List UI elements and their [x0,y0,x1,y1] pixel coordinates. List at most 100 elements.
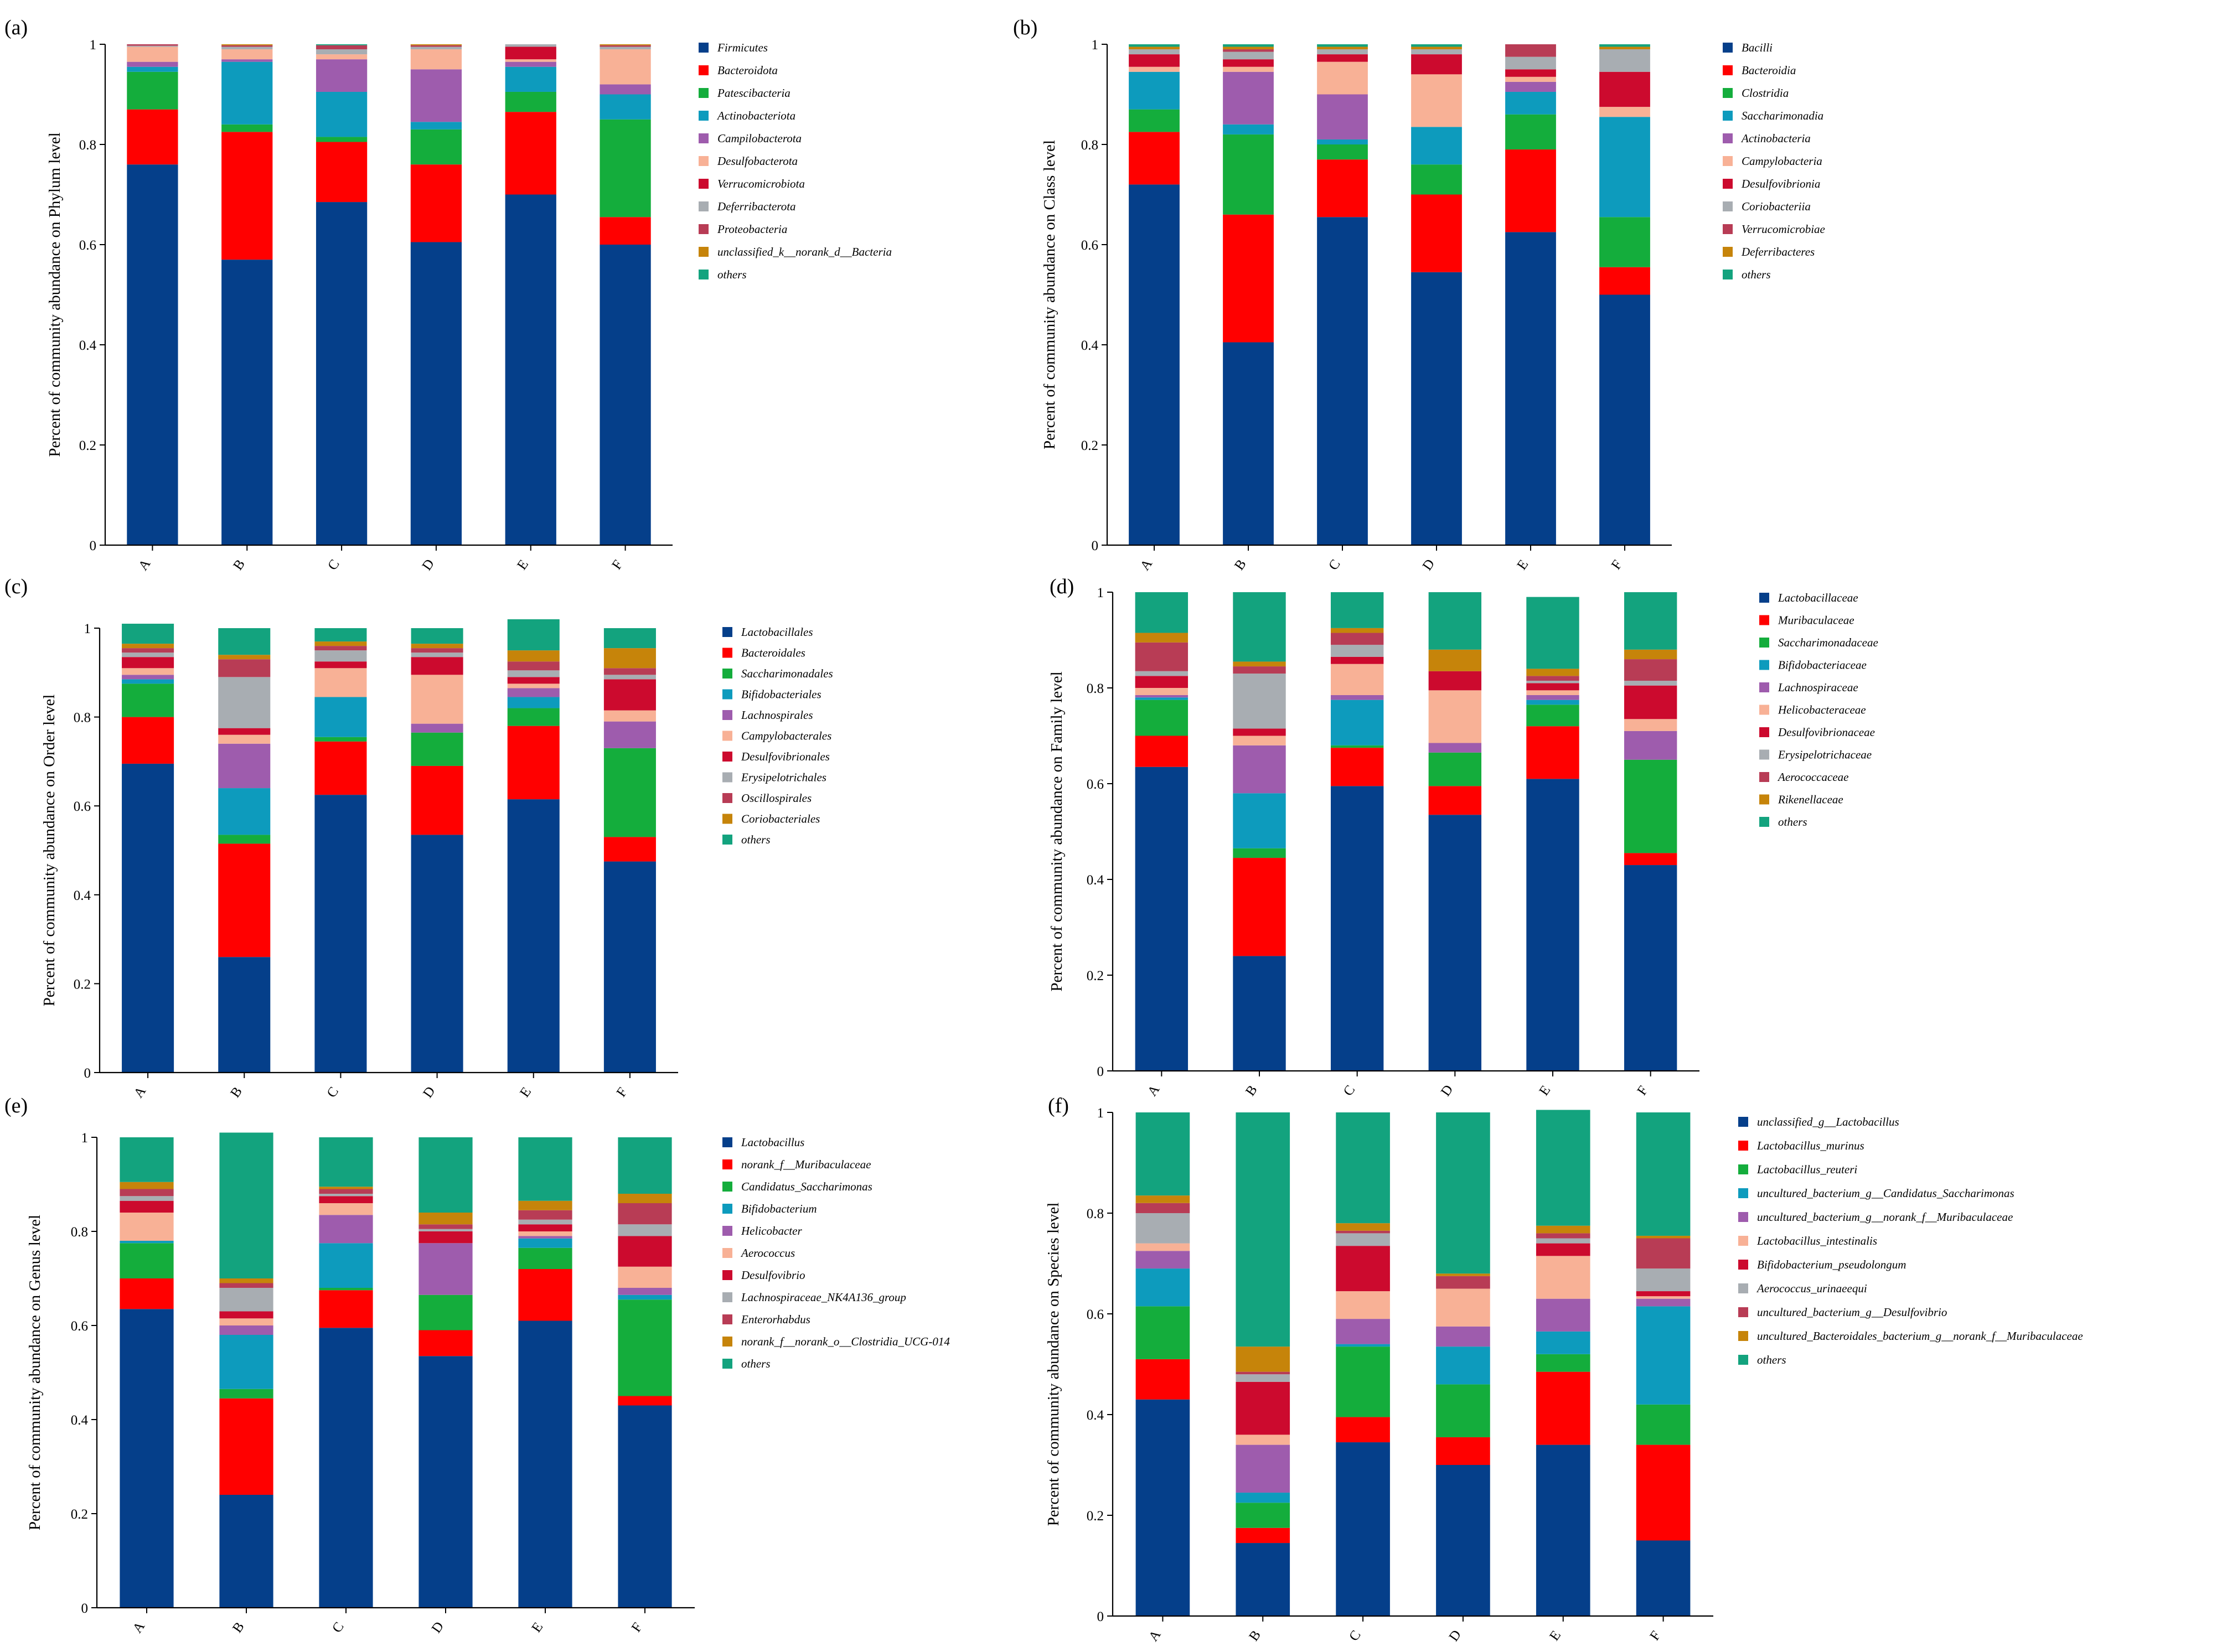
x-tick-label: B [228,1084,245,1100]
bar-segment-F-series-1 [603,837,656,862]
bar-segment-D-series-10 [1436,1112,1490,1274]
legend-entry: uncultured_bacterium_g__Candidatus_Sacch… [1757,1187,2014,1200]
bar-segment-F-series-4 [600,84,651,95]
bar-segment-E-series-2 [1526,705,1579,727]
bar-segment-C-series-10 [1317,44,1368,47]
bar-segment-C-series-4 [319,1215,373,1244]
legend-entry: Bifidobacterium [741,1202,817,1215]
legend-swatch [1738,1164,1748,1174]
x-tick-label: E [514,557,531,573]
bar-segment-E-series-3 [1536,1331,1590,1354]
bar-segment-B-series-6 [1236,1381,1290,1435]
bar-segment-D-series-7 [1411,49,1462,55]
legend-entry: others [1757,1353,1786,1366]
legend-swatch [699,111,709,121]
legend-entry: Coriobacteriales [741,812,820,826]
bar-segment-D-series-10 [418,1137,473,1213]
bar-segment-F-series-6 [1599,71,1650,107]
bar-segment-F-series-9 [1624,649,1677,660]
bar-segment-E-series-3 [507,697,560,708]
bar-segment-C-series-9 [319,1187,373,1189]
bar-segment-E-series-4 [507,688,560,697]
bar-segment-C-series-1 [1336,1417,1390,1443]
legend-entry: Lactobacillus_reuteri [1756,1163,1857,1176]
x-tick-label: C [329,1619,347,1635]
bar-segment-A-series-7 [120,1196,174,1201]
bar-segment-E-series-9 [1536,1225,1590,1234]
bar-segment-D-series-1 [410,164,462,242]
panel-letter: (e) [4,1094,28,1117]
legend-swatch [722,1226,732,1236]
bar-segment-E-series-10 [507,619,560,651]
legend-entry: Lactobacillaceae [1778,591,1858,604]
legend-swatch [1738,1283,1748,1293]
bar-segment-E-series-0 [507,799,560,1073]
x-tick-label: F [1647,1628,1663,1643]
bar-segment-B-series-1 [1236,1527,1290,1544]
bar-segment-B-series-8 [219,1283,273,1288]
bar-segment-E-series-1 [1526,726,1579,779]
bar-segment-C-series-4 [1317,94,1368,139]
bar-segment-A-series-9 [122,644,174,649]
bar-segment-C-series-3 [1336,1344,1390,1347]
bar-segment-D-series-0 [411,835,463,1073]
y-axis-label: Percent of community abundance on Order … [40,695,58,1007]
bar-segment-F-series-0 [1599,294,1650,545]
bar-segment-B-series-10 [1233,592,1286,662]
bar-segment-B-series-0 [1236,1543,1290,1616]
bar-segment-B-series-2 [218,835,271,844]
bar-segment-F-series-9 [600,44,651,45]
bar-segment-D-series-9 [410,44,462,45]
legend-swatch [1723,156,1733,166]
bar-segment-C-series-5 [314,668,367,697]
bar-segment-D-series-6 [411,657,463,675]
bar-segment-C-series-1 [1330,748,1384,786]
legend-swatch [699,65,709,75]
bar-segment-E-series-7 [1536,1238,1590,1244]
legend-entry: Saccharimonadia [1742,109,1823,122]
bar-segment-B-series-0 [1233,956,1286,1071]
bar-segment-A-series-4 [1135,1251,1190,1269]
bar-segment-F-series-5 [600,49,651,85]
bar-segment-C-series-6 [314,661,367,669]
y-tick-label: 1 [84,622,91,636]
x-tick-label: E [1514,557,1531,573]
bar-segment-E-series-9 [1526,669,1579,676]
chart-panel-4: (d) A B C D E F 0 0.2 0.4 0.6 0.8 1 Percent of commun… [1048,575,1878,1099]
bar-segment-A-series-10 [1135,592,1189,633]
bar-segment-B-series-1 [221,132,273,260]
bar-segment-A-series-3 [122,679,174,684]
bar-segment-E-series-7 [1505,56,1556,70]
legend-swatch [1759,615,1769,625]
bar-segment-B-series-5 [218,734,271,744]
bar-segment-A-series-8 [127,44,178,46]
legend-entry: Actinobacteriota [716,109,795,122]
legend-entry: Aerococcus [740,1246,795,1260]
bar-segment-E-series-6 [505,46,556,60]
bar-segment-C-series-8 [314,646,367,651]
y-tick-label: 0.6 [1081,238,1098,253]
bar-segment-A-series-0 [127,164,178,545]
legend-entry: norank_f__Muribaculaceae [741,1158,871,1171]
bar-segment-D-series-8 [411,648,463,653]
legend-swatch [699,224,709,234]
bar-segment-C-series-1 [1317,159,1368,217]
bar-segment-C-series-3 [314,697,367,737]
bar-segment-A-series-2 [1135,1306,1190,1359]
bar-segment-B-series-3 [1233,793,1286,848]
bar-segment-B-series-8 [1236,1371,1290,1375]
bar-segment-C-series-7 [1330,645,1384,657]
legend-entry: Lachnospiraceae [1778,681,1858,694]
bar-segment-D-series-3 [410,122,462,130]
bar-segment-E-series-1 [1536,1371,1590,1445]
bar-segment-E-series-10 [1536,1110,1590,1226]
bar-segment-F-series-0 [618,1405,672,1608]
legend-entry: Campylobacteria [1742,154,1822,168]
legend-swatch [699,88,709,98]
bar-segment-F-series-9 [618,1194,672,1203]
bar-segment-B-series-1 [1233,858,1286,956]
legend-entry: others [741,1357,771,1370]
legend-swatch [722,669,732,679]
